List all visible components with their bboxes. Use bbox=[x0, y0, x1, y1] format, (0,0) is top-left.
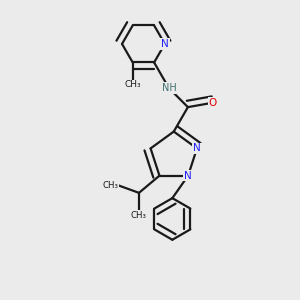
Text: NH: NH bbox=[162, 83, 176, 93]
Text: N: N bbox=[184, 171, 192, 181]
Text: CH₃: CH₃ bbox=[131, 211, 147, 220]
Text: CH₃: CH₃ bbox=[124, 80, 141, 89]
Text: N: N bbox=[193, 143, 201, 153]
Text: O: O bbox=[209, 98, 217, 108]
Text: CH₃: CH₃ bbox=[102, 181, 118, 190]
Text: N: N bbox=[161, 39, 169, 49]
